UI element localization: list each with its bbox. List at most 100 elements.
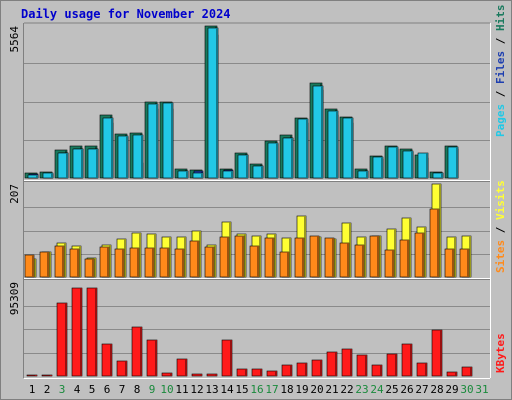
kbytes-bar-shade-day-15: [245, 369, 247, 376]
visits-sites-bar-shade-day-26: [407, 240, 409, 277]
x-label-day-11: 11: [175, 383, 188, 396]
visits-sites-bar-shade-day-14: [227, 237, 229, 277]
visits-sites-bar-shade-day-10: [169, 237, 171, 277]
hits-files-pages-bar-shade-day-1: [36, 175, 38, 178]
kbytes-bar-shade-day-4: [80, 288, 82, 376]
x-label-day-27: 27: [415, 383, 428, 396]
x-label-day-5: 5: [89, 383, 96, 396]
kbytes-bar-shade-day-1: [35, 375, 37, 376]
visits-sites-bar-shade-day-28: [439, 184, 441, 277]
hits-files-pages-bar-shade-day-8: [141, 135, 143, 178]
x-label-day-25: 25: [385, 383, 398, 396]
kbytes-bar-shade-day-30: [470, 367, 472, 376]
kbytes-bar-shade-day-8: [140, 327, 142, 376]
visits-sites-bar-shade-day-3: [62, 246, 64, 277]
x-label-day-29: 29: [445, 383, 458, 396]
kbytes-bar-shade-day-27: [425, 363, 427, 376]
visits-sites-bar-shade-day-5: [94, 258, 96, 277]
x-label-day-24: 24: [370, 383, 384, 396]
hits-files-pages-bar-shade-day-11: [186, 171, 188, 178]
visits-sites-bar-shade-day-3: [64, 243, 66, 277]
kbytes-bar-shade-day-28: [440, 330, 442, 376]
hits-files-pages-legend-part: Pages: [494, 104, 507, 137]
kbytes-bar-shade-day-21: [335, 352, 337, 376]
x-label-day-8: 8: [134, 383, 141, 396]
kbytes-bar-shade-day-18: [290, 365, 292, 376]
hits-files-pages-bar-shade-day-20: [321, 86, 323, 178]
x-label-day-1: 1: [29, 383, 36, 396]
visits-ymax-label: 207: [8, 184, 21, 204]
hits-files-pages-bar-shade-day-24: [381, 157, 383, 178]
kbytes-bar-shade-day-13: [215, 374, 217, 376]
visits-sites-bar-shade-day-22: [349, 223, 351, 277]
x-label-day-30: 30: [460, 383, 473, 396]
visits-sites-bar-shade-day-4: [77, 249, 79, 277]
x-label-day-10: 10: [160, 383, 173, 396]
hits-files-pages-bar-shade-day-26: [411, 151, 413, 178]
x-label-day-16: 16: [250, 383, 263, 396]
hits-files-pages-legend-part: Files: [494, 51, 507, 84]
kbytes-bar-shade-day-2: [50, 375, 52, 376]
hits-files-pages-bar-shade-day-7: [126, 136, 128, 178]
x-label-day-17: 17: [265, 383, 278, 396]
hits-files-pages-bar-shade-day-21: [336, 111, 338, 178]
visits-sites-bar-shade-day-15: [242, 236, 244, 277]
x-label-day-2: 2: [44, 383, 51, 396]
visits-sites-bar-shade-day-20: [317, 236, 319, 277]
hits-legend-label: Pages / Files / Hits: [494, 5, 507, 138]
x-label-day-23: 23: [355, 383, 368, 396]
hits-files-pages-bar-shade-day-27: [426, 153, 428, 178]
visits-sites-bar-shade-day-15: [244, 234, 246, 277]
visits-sites-bar-shade-day-5: [92, 259, 94, 277]
x-label-day-13: 13: [205, 383, 218, 396]
visits-sites-bar-shade-day-29: [454, 237, 456, 277]
kbytes-bar-shade-day-22: [350, 349, 352, 376]
visits-sites-bar-shade-day-2: [49, 252, 51, 277]
hits-files-pages-bar-shade-day-14: [231, 171, 233, 178]
visits-sites-bar-shade-day-9: [154, 234, 156, 277]
hits-files-pages-bar-shade-day-25: [396, 147, 398, 178]
hits-files-pages-bar-shade-day-28: [441, 173, 443, 178]
kbytes-bar-shade-day-6: [110, 344, 112, 376]
hits-files-pages-bar-shade-day-13: [216, 28, 218, 178]
x-label-day-14: 14: [220, 383, 234, 396]
visits-sites-bar-shade-day-19: [304, 216, 306, 277]
visits-sites-bar-shade-day-8: [139, 233, 141, 277]
visits-sites-bar-shade-day-25: [392, 250, 394, 277]
visits-sites-bar-shade-day-30: [469, 236, 471, 277]
hits-files-pages-bar-shade-day-16: [261, 166, 263, 178]
kbytes-bar-shade-day-10: [170, 373, 172, 376]
visits-sites-legend-part: Visits: [494, 180, 507, 220]
visits-sites-bar-shade-day-30: [467, 249, 469, 277]
visits-sites-bar-shade-day-12: [197, 241, 199, 277]
visits-sites-bar-shade-day-1: [32, 255, 34, 277]
x-label-day-6: 6: [104, 383, 111, 396]
x-label-day-22: 22: [340, 383, 353, 396]
visits-sites-bar-shade-day-7: [122, 249, 124, 277]
hits-files-pages-bar-shade-day-2: [51, 173, 53, 178]
visits-sites-bar-shade-day-6: [107, 247, 109, 277]
kbytes-bar-shade-day-14: [230, 340, 232, 376]
visits-sites-bar-shade-day-28: [437, 209, 439, 277]
visits-sites-bar-shade-day-11: [182, 249, 184, 277]
visits-sites-bar-shade-day-14: [229, 222, 231, 277]
visits-sites-bar-shade-day-26: [409, 218, 411, 277]
hits-files-pages-bar-shade-day-4: [81, 149, 83, 178]
kbytes-ymax-label: 95309: [8, 282, 21, 315]
x-label-day-15: 15: [235, 383, 248, 396]
kbytes-bar-shade-day-16: [260, 369, 262, 376]
visits-legend-label: Sites / Visits: [494, 180, 507, 273]
visits-sites-bar-shade-day-17: [272, 238, 274, 277]
hits-files-pages-bar-shade-day-22: [351, 118, 353, 178]
x-label-day-4: 4: [74, 383, 81, 396]
visits-sites-bar-shade-day-11: [184, 237, 186, 277]
visits-sites-bar-shade-day-13: [214, 245, 216, 277]
x-label-day-9: 9: [149, 383, 156, 396]
hits-files-pages-bar-shade-day-19: [306, 119, 308, 178]
x-label-day-31: 31: [475, 383, 488, 396]
hits-files-pages-bar-shade-day-15: [246, 155, 248, 178]
visits-sites-bar-shade-day-22: [347, 243, 349, 277]
visits-sites-bar-shade-day-6: [109, 245, 111, 277]
hits-files-pages-bar-shade-day-29: [456, 147, 458, 178]
